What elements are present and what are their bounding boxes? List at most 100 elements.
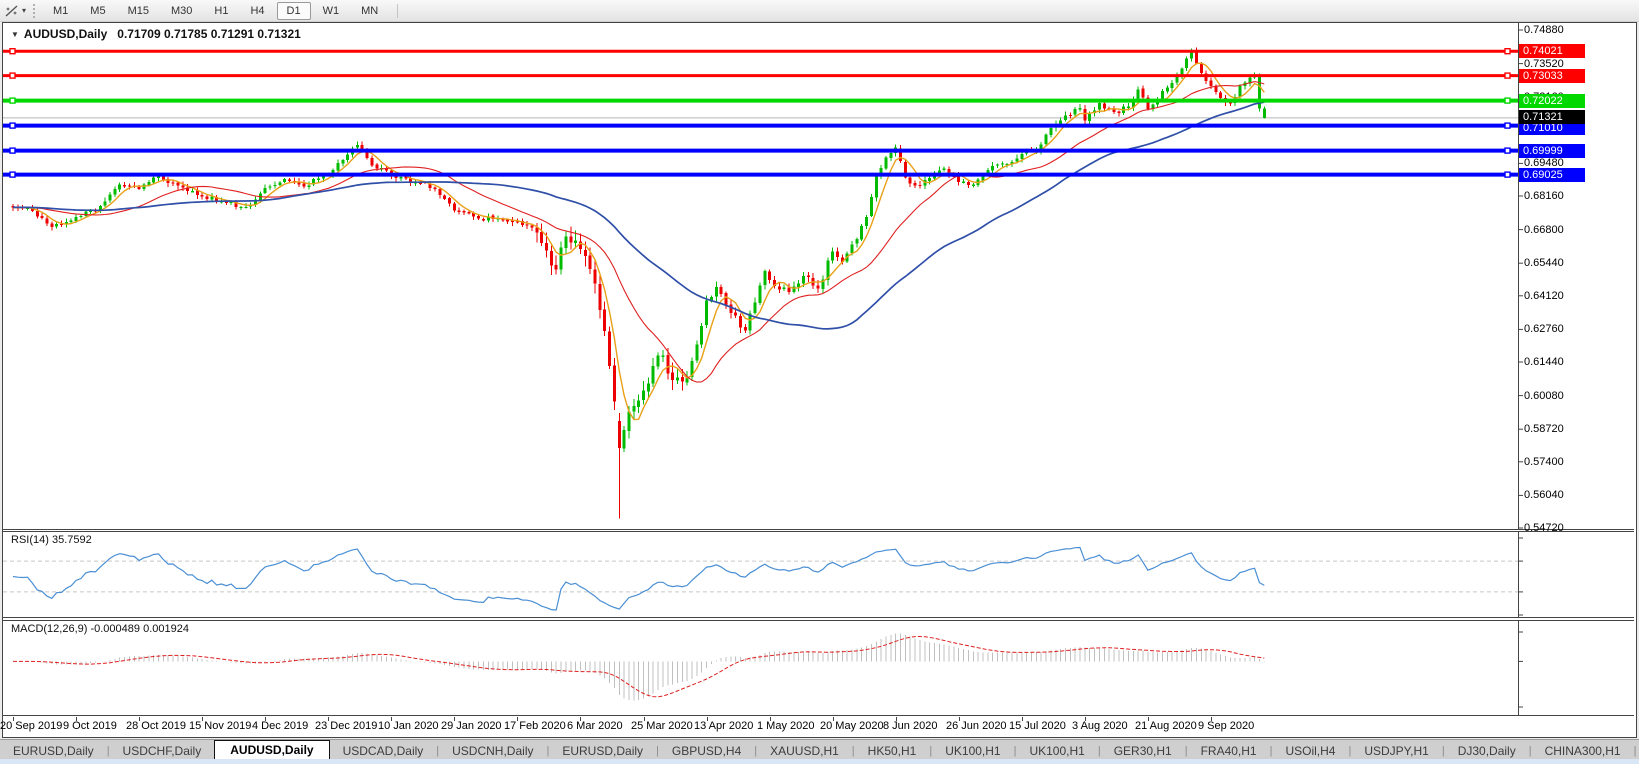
date-tick-label: 20 Sep 2019 (0, 720, 63, 732)
hline-price-label: 0.69025 (1519, 168, 1585, 182)
ma-fast-line[interactable] (12, 62, 1265, 421)
price-tick-label: 0.58720 (1524, 423, 1564, 435)
chart-tab-usdchf-daily[interactable]: USDCHF,Daily (122, 744, 202, 758)
hline-handle[interactable] (9, 171, 16, 178)
price-tick-label: 0.66800 (1524, 224, 1564, 236)
chart-tab-dj30-daily[interactable]: DJ30,Daily (1457, 744, 1516, 758)
hline-handle[interactable] (1504, 97, 1511, 104)
toolbar-grip (33, 3, 36, 18)
date-tick-label: 8 Jun 2020 (883, 720, 938, 732)
timeframe-button-h4[interactable]: H4 (250, 4, 265, 17)
timeframe-button-m15[interactable]: M15 (127, 4, 149, 17)
timeframe-button-mn[interactable]: MN (361, 4, 379, 17)
price-tick-label: 0.73520 (1524, 58, 1564, 70)
date-tick-label: 4 Dec 2019 (252, 720, 309, 732)
hline-handle[interactable] (9, 147, 16, 154)
chart-tab-usdjpy-h1[interactable]: USDJPY,H1 (1364, 744, 1429, 758)
date-tick-mark (76, 717, 77, 721)
date-tick-mark (391, 717, 392, 721)
chart-tab-china300-h1[interactable]: CHINA300,H1 (1544, 744, 1621, 758)
chart-title-dropdown-icon[interactable]: ▼ (11, 30, 19, 39)
hline-handle[interactable] (9, 97, 16, 104)
date-tick-mark (1148, 717, 1149, 721)
price-chart-pane[interactable]: ▼ AUDUSD,Daily 0.71709 0.71785 0.71291 0.7… (3, 23, 1634, 534)
date-tick-label: 25 Mar 2020 (631, 720, 693, 732)
toolbar-separator (397, 3, 399, 18)
hline-handle[interactable] (1504, 48, 1511, 55)
hline-handle[interactable] (1504, 171, 1511, 178)
timeframe-button-m30[interactable]: M30 (170, 4, 193, 17)
date-tick-label: 10 Jan 2020 (378, 720, 439, 732)
price-tick-label: 0.60080 (1524, 390, 1564, 402)
timeframe-button-h1[interactable]: H1 (214, 4, 229, 17)
ma-mid-line[interactable] (13, 81, 1265, 383)
tab-separator: | (929, 745, 933, 757)
chart-tab-fra40-h1[interactable]: FRA40,H1 (1200, 744, 1257, 758)
date-tick-mark (644, 717, 645, 721)
chart-tab-gbpusd-h4[interactable]: GBPUSD,H4 (671, 744, 742, 758)
hline-handle[interactable] (1504, 72, 1511, 79)
chart-tab-hk50-h1[interactable]: HK50,H1 (867, 744, 917, 758)
chart-title: ▼ AUDUSD,Daily 0.71709 0.71785 0.71291 0.7… (11, 27, 301, 41)
timeframe-button-m1[interactable]: M1 (53, 4, 69, 17)
date-tick-mark (328, 717, 329, 721)
date-tick-label: 17 Feb 2020 (504, 720, 566, 732)
chart-tab-audusd-daily[interactable]: AUDUSD,Daily (214, 740, 330, 760)
date-tick-label: 21 Aug 2020 (1135, 720, 1197, 732)
timeframe-button-w1[interactable]: W1 (322, 4, 340, 17)
macd-signal-line (13, 635, 1265, 698)
crosshair-tool-icon[interactable] (4, 4, 20, 18)
chart-window: ▼ AUDUSD,Daily 0.71709 0.71785 0.71291 0.7… (0, 22, 1637, 738)
hline-handle[interactable] (9, 48, 16, 55)
tab-separator: | (1528, 745, 1532, 757)
axis-frame (3, 23, 1634, 530)
tab-separator: | (851, 745, 855, 757)
date-tick-mark (202, 717, 203, 721)
price-tick-label: 0.69480 (1524, 157, 1564, 169)
chart-tab-xauusd-h1[interactable]: XAUUSD,H1 (770, 744, 839, 758)
timeframe-button-m5[interactable]: M5 (90, 4, 106, 17)
tab-separator: | (1184, 745, 1188, 757)
tab-separator: | (106, 745, 110, 757)
timeframe-button-d1[interactable]: D1 (276, 1, 311, 20)
chart-tab-uk100-h1[interactable]: UK100,H1 (1029, 744, 1085, 758)
date-tick-label: 3 Aug 2020 (1072, 720, 1128, 732)
date-tick-mark (959, 717, 960, 721)
chart-symbol-label: AUDUSD,Daily (23, 27, 108, 41)
price-plot-canvas[interactable] (3, 23, 1634, 530)
tab-separator: | (1633, 745, 1637, 757)
chart-tab-usdcnh-daily[interactable]: USDCNH,Daily (452, 744, 534, 758)
rsi-line (12, 546, 1265, 611)
hline-price-label: 0.71010 (1519, 121, 1585, 135)
macd-plot-canvas[interactable] (3, 620, 1634, 716)
date-tick-mark (1211, 717, 1212, 721)
chart-tab-eurusd-daily[interactable]: EURUSD,Daily (562, 744, 644, 758)
hline-handle[interactable] (9, 72, 16, 79)
status-bar (0, 759, 1639, 764)
hline-handle[interactable] (9, 122, 16, 129)
chart-tab-eurusd-daily[interactable]: EURUSD,Daily (13, 744, 94, 758)
hline-price-label: 0.69999 (1519, 144, 1585, 158)
price-tick-label: 0.56040 (1524, 489, 1564, 501)
rsi-pane[interactable]: RSI(14) 35.7592 10070300 (3, 531, 1634, 618)
rsi-plot-canvas[interactable] (3, 531, 1634, 618)
hline-handle[interactable] (1504, 122, 1511, 129)
chart-tab-ger30-h1[interactable]: GER30,H1 (1113, 744, 1172, 758)
date-tick-mark (833, 717, 834, 721)
hline-price-label: 0.72022 (1519, 94, 1585, 108)
tab-separator: | (754, 745, 758, 757)
hline-handle[interactable] (1504, 147, 1511, 154)
price-tick-label: 0.68160 (1524, 190, 1564, 202)
tool-dropdown-caret[interactable]: ▾ (22, 6, 27, 15)
price-tick-label: 0.64120 (1524, 290, 1564, 302)
tab-separator: | (1441, 745, 1445, 757)
tab-separator: | (1269, 745, 1273, 757)
price-tick-label: 0.61440 (1524, 356, 1564, 368)
chart-tab-uk100-h1[interactable]: UK100,H1 (945, 744, 1001, 758)
macd-pane[interactable]: MACD(12,26,9) -0.000489 0.001924 0.01574… (3, 620, 1634, 716)
chart-tab-usoil-h4[interactable]: USOil,H4 (1285, 744, 1336, 758)
chart-tab-usdcad-daily[interactable]: USDCAD,Daily (342, 744, 424, 758)
ma-slow-line[interactable] (13, 101, 1265, 330)
date-axis: 20 Sep 2019 9 Oct 2019 28 Oct 2019 15 Nov 2… (0, 717, 1634, 735)
date-tick-mark (454, 717, 455, 721)
